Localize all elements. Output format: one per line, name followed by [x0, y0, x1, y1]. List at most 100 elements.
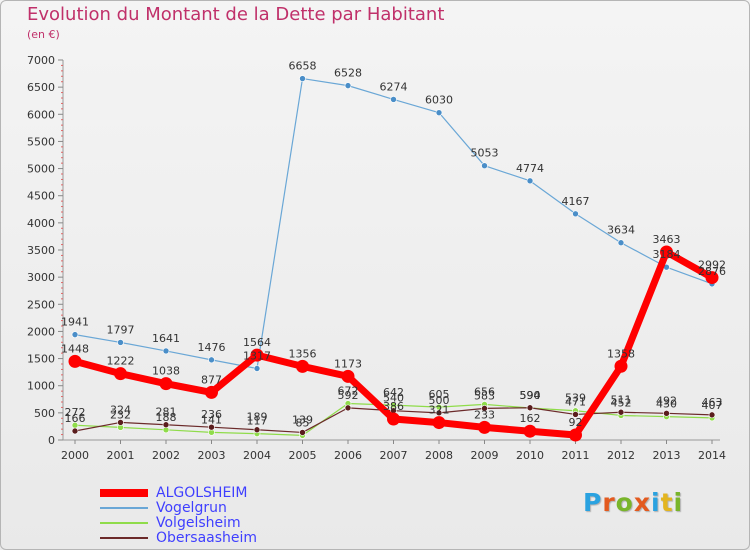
data-point [435, 109, 443, 116]
legend-label: ALGOLSHEIM [156, 485, 248, 501]
data-label: 463 [702, 396, 723, 409]
proxiti-logo: Proxiti [583, 488, 683, 517]
data-label: 6274 [380, 80, 408, 93]
data-point [253, 365, 261, 372]
data-label: 594 [520, 389, 541, 402]
data-label: 139 [292, 413, 313, 426]
data-point [523, 424, 537, 438]
y-tick-label: 3000 [27, 271, 55, 284]
logo-letter: o [615, 488, 634, 517]
data-label: 407 [702, 399, 723, 412]
legend-label: Vogelgrun [156, 500, 227, 516]
data-point [387, 412, 400, 426]
data-label: 1356 [289, 347, 317, 360]
data-point [526, 404, 534, 412]
y-tick-label: 2500 [27, 298, 55, 311]
data-label: 232 [110, 408, 131, 421]
data-point [114, 367, 127, 381]
data-label: 3634 [607, 224, 635, 237]
data-label: 85 [296, 416, 310, 429]
data-point [205, 385, 218, 399]
data-point [253, 426, 261, 434]
data-label: 272 [65, 406, 86, 419]
logo-letter: x [633, 488, 651, 517]
data-label: 592 [338, 389, 359, 402]
data-label: 2876 [698, 265, 726, 278]
data-point [435, 409, 443, 417]
x-tick-label: 2003 [198, 449, 226, 462]
y-tick-label: 0 [48, 434, 55, 447]
data-point [478, 420, 491, 434]
data-point [481, 162, 488, 169]
data-point [432, 416, 446, 430]
data-label: 583 [474, 389, 495, 402]
data-point [572, 411, 579, 418]
data-point [296, 359, 309, 373]
data-label: 1476 [198, 341, 226, 354]
data-label: 2992 [698, 259, 726, 272]
x-tick-label: 2006 [334, 449, 362, 462]
data-label: 1641 [152, 332, 180, 345]
data-label: 5053 [471, 147, 499, 160]
legend-swatch [100, 537, 148, 539]
data-label: 492 [656, 394, 677, 407]
data-point [68, 354, 82, 368]
data-point [71, 427, 79, 435]
legend-label: Obersaasheim [156, 530, 258, 546]
logo-letter: P [583, 488, 603, 517]
data-point [71, 331, 79, 338]
data-label: 6528 [334, 67, 362, 80]
data-point [705, 271, 719, 285]
data-point [617, 239, 625, 247]
data-label: 4167 [562, 195, 590, 208]
data-point [159, 377, 173, 391]
data-label: 386 [383, 400, 404, 413]
data-label: 324 [110, 403, 131, 416]
chart-title: Evolution du Montant de la Dette par Hab… [27, 4, 445, 25]
data-label: 1038 [152, 365, 180, 378]
data-label: 4774 [516, 162, 544, 175]
x-tick-label: 2012 [607, 449, 635, 462]
x-tick-label: 2013 [653, 449, 681, 462]
x-tick-label: 2005 [289, 449, 317, 462]
y-tick-label: 5000 [27, 163, 55, 176]
data-point [526, 177, 534, 185]
data-label: 877 [201, 373, 222, 386]
x-tick-label: 2014 [698, 449, 726, 462]
y-tick-label: 6000 [27, 108, 55, 121]
data-label: 590 [520, 389, 541, 402]
y-tick-label: 3500 [27, 244, 55, 257]
data-label: 500 [429, 394, 450, 407]
y-tick-label: 6500 [27, 81, 55, 94]
data-point [614, 359, 628, 373]
data-point [341, 369, 355, 383]
data-point [208, 356, 215, 364]
y-tick-label: 1000 [27, 380, 55, 393]
legend-swatch [100, 522, 148, 524]
data-label: 189 [247, 411, 268, 424]
data-point [390, 96, 397, 103]
data-label: 236 [201, 408, 222, 421]
chart-unit: (en €) [27, 28, 60, 41]
data-label: 471 [565, 395, 586, 408]
legend-swatch [100, 489, 148, 497]
data-label: 321 [429, 404, 450, 417]
x-tick-label: 2008 [425, 449, 453, 462]
data-label: 1564 [243, 336, 271, 349]
x-tick-label: 2011 [562, 449, 590, 462]
logo-letter: i [651, 488, 661, 517]
data-point [569, 428, 582, 442]
data-label: 166 [65, 412, 86, 425]
data-label: 3184 [653, 248, 681, 261]
data-label: 1797 [107, 323, 135, 336]
legend: ALGOLSHEIM Vogelgrun Volgelsheim Obersaashe… [100, 485, 360, 546]
legend-item-volgelsheim: Volgelsheim [100, 515, 360, 531]
data-point [660, 245, 673, 259]
data-label: 605 [429, 388, 450, 401]
legend-swatch [100, 507, 148, 509]
data-point [481, 405, 488, 412]
data-label: 117 [247, 415, 268, 428]
data-label: 1173 [334, 357, 362, 370]
y-tick-label: 1500 [27, 353, 55, 366]
data-label: 452 [611, 396, 632, 409]
